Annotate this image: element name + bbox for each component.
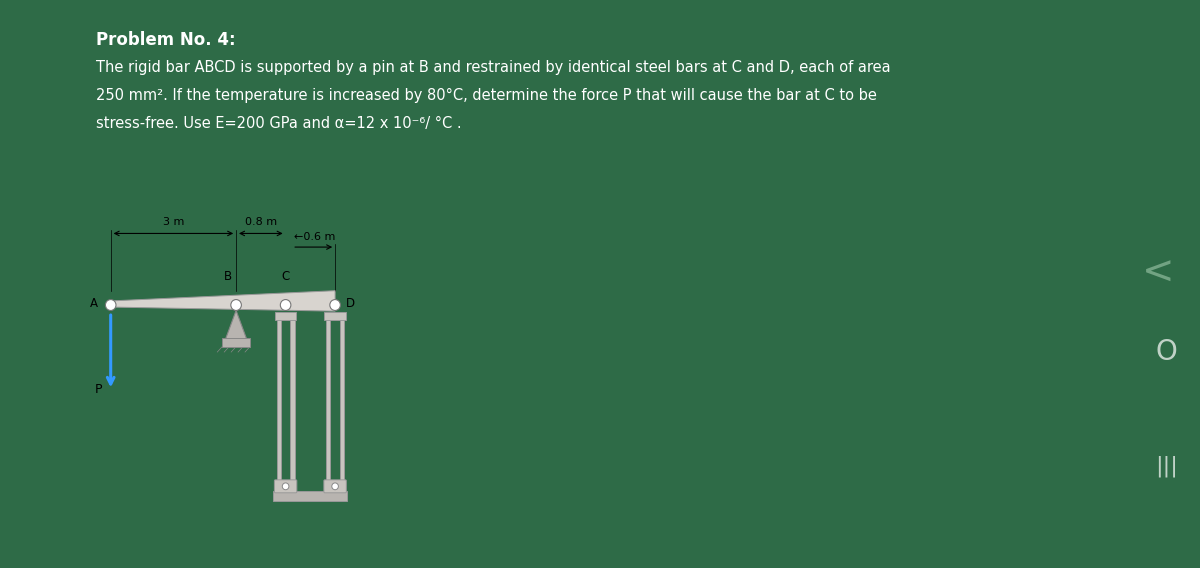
Bar [277, 312, 281, 482]
Text: Problem No. 4:: Problem No. 4: [96, 31, 235, 49]
Polygon shape [110, 291, 335, 311]
Text: D: D [346, 297, 355, 310]
Circle shape [330, 299, 341, 311]
FancyBboxPatch shape [324, 480, 347, 493]
Text: 0.8 m: 0.8 m [245, 216, 277, 227]
Text: O: O [1156, 338, 1177, 366]
Text: C: C [282, 270, 289, 283]
Text: The rigid bar ABCD is supported by a pin at B and restrained by identical steel : The rigid bar ABCD is supported by a pin… [96, 60, 890, 74]
Circle shape [331, 483, 338, 490]
Circle shape [230, 299, 241, 311]
Bar [340, 312, 344, 482]
Bar [275, 312, 296, 320]
Text: |||: ||| [1154, 455, 1178, 477]
Text: B: B [223, 270, 232, 283]
Circle shape [282, 483, 289, 490]
Text: stress-free. Use E=200 GPa and α=12 x 10⁻⁶/ °C .: stress-free. Use E=200 GPa and α=12 x 10… [96, 116, 462, 131]
Bar [274, 491, 347, 501]
Circle shape [281, 299, 290, 311]
FancyBboxPatch shape [275, 480, 296, 493]
Bar [326, 312, 330, 482]
Bar [324, 312, 346, 320]
Polygon shape [226, 311, 247, 339]
Text: ←0.6 m: ←0.6 m [294, 232, 335, 242]
Bar [290, 312, 294, 482]
Text: A: A [90, 297, 98, 310]
Text: 250 mm². If the temperature is increased by 80°C, determine the force P that wil: 250 mm². If the temperature is increased… [96, 88, 877, 103]
FancyBboxPatch shape [222, 339, 250, 346]
Text: 3 m: 3 m [163, 216, 184, 227]
Text: <: < [1141, 254, 1175, 291]
Circle shape [106, 299, 116, 311]
Text: P: P [95, 383, 102, 396]
